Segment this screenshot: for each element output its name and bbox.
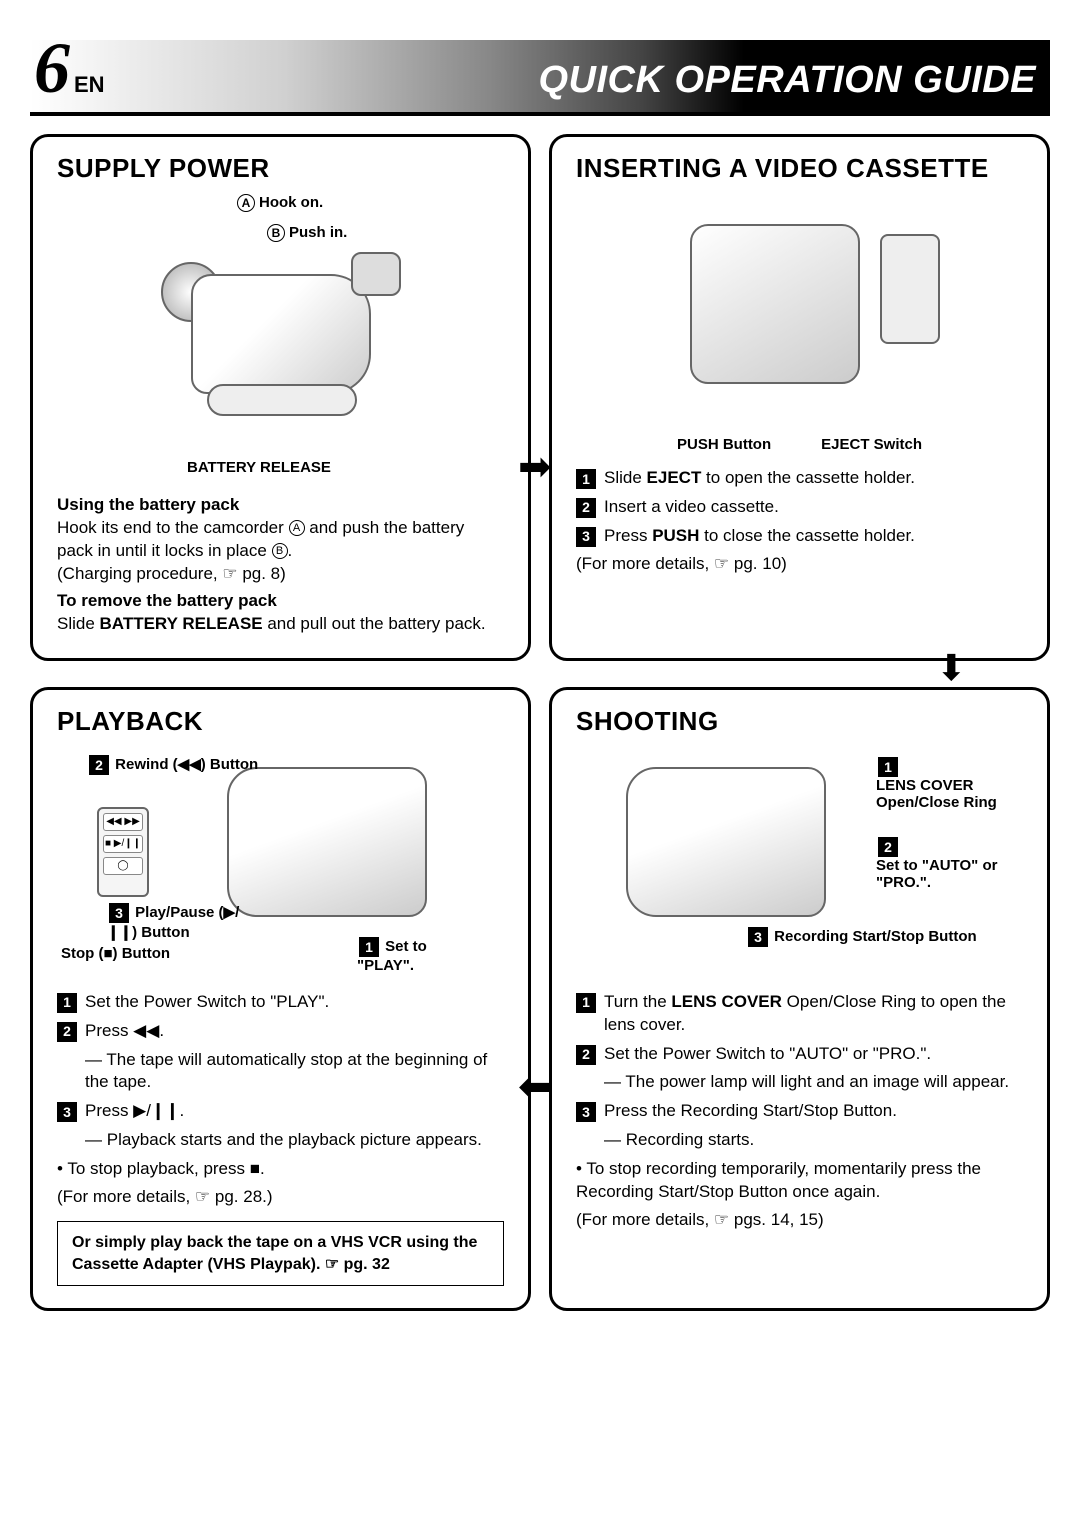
supply-power-illustration: AHook on. BPush in. BATTERY RELEASE	[57, 194, 504, 484]
set-auto-label: 2Set to "AUTO" or "PRO.".	[876, 837, 1026, 891]
eject-switch-label: EJECT Switch	[821, 436, 922, 453]
callout-B: BPush in.	[267, 224, 347, 242]
panel-supply-power: SUPPLY POWER AHook on. BPush in. BATTERY…	[30, 134, 531, 661]
shooting-title: SHOOTING	[576, 706, 1023, 737]
supply-power-text: Using the battery pack Hook its end to t…	[57, 494, 504, 636]
playback-ref: (For more details, ☞ pg. 28.)	[57, 1187, 504, 1207]
inserting-title: INSERTING A VIDEO CASSETTE	[576, 153, 1023, 184]
supply-power-title: SUPPLY POWER	[57, 153, 504, 184]
set-play-label: 1 Set to "PLAY".	[357, 937, 457, 974]
language-code: EN	[74, 72, 105, 98]
guide-title: QUICK OPERATION GUIDE	[539, 53, 1051, 112]
panel-grid: ➡ ⬅ SUPPLY POWER AHook on. BPush in. BAT…	[30, 134, 1050, 1311]
panel-shooting: SHOOTING 1LENS COVEROpen/Close Ring 2Set…	[549, 687, 1050, 1312]
playpause-button-label: 3 Play/Pause (▶/❙❙) Button	[107, 903, 267, 941]
battery-release-label: BATTERY RELEASE	[187, 459, 331, 476]
page-header: 6 EN QUICK OPERATION GUIDE	[30, 40, 1050, 116]
playback-steps: 1Set the Power Switch to "PLAY". 2Press …	[57, 991, 504, 1182]
inserting-ref: (For more details, ☞ pg. 10)	[576, 554, 1023, 574]
playback-note: Or simply play back the tape on a VHS VC…	[57, 1221, 504, 1286]
lens-cover-label: 1LENS COVEROpen/Close Ring	[876, 757, 1026, 811]
arrow-left-icon: ⬅	[518, 1064, 552, 1110]
arrow-right-icon: ➡	[518, 444, 552, 490]
rewind-button-label: 2 Rewind (◀◀) Button	[87, 755, 258, 775]
inserting-steps: 1Slide EJECT to open the cassette holder…	[576, 467, 1023, 548]
page-number: 6	[30, 40, 70, 98]
shooting-steps: 1Turn the LENS COVER Open/Close Ring to …	[576, 991, 1023, 1205]
shooting-ref: (For more details, ☞ pgs. 14, 15)	[576, 1210, 1023, 1230]
recording-button-label: 3 Recording Start/Stop Button	[746, 927, 1006, 947]
push-button-label: PUSH Button	[677, 436, 771, 453]
playback-title: PLAYBACK	[57, 706, 504, 737]
inserting-labels: PUSH Button EJECT Switch	[576, 436, 1023, 453]
arrow-down-icon: ➡	[931, 652, 973, 682]
panel-playback: PLAYBACK ◀◀ ▶▶■ ▶/❙❙◯ 2 Rewind (◀◀) Butt…	[30, 687, 531, 1312]
shooting-illustration: 1LENS COVEROpen/Close Ring 2Set to "AUTO…	[576, 747, 1023, 967]
playback-illustration: ◀◀ ▶▶■ ▶/❙❙◯ 2 Rewind (◀◀) Button 3 Play…	[57, 747, 504, 967]
stop-button-label: Stop (■) Button	[61, 945, 170, 962]
panel-inserting-cassette: INSERTING A VIDEO CASSETTE PUSH Button E…	[549, 134, 1050, 661]
callout-A: AHook on.	[237, 194, 323, 212]
inserting-illustration	[576, 194, 1023, 434]
